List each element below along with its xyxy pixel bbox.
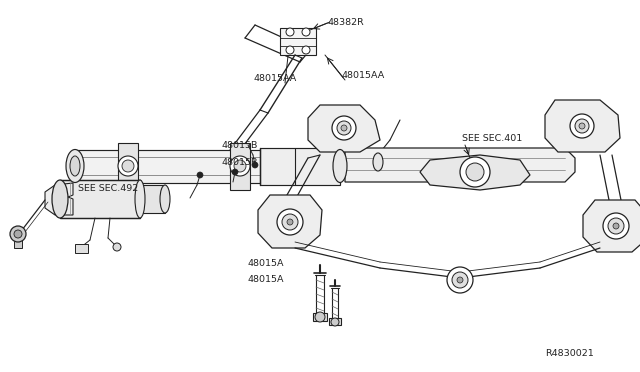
Circle shape xyxy=(331,318,339,326)
Text: 48015A: 48015A xyxy=(248,259,285,267)
Circle shape xyxy=(447,267,473,293)
Circle shape xyxy=(302,28,310,36)
Circle shape xyxy=(286,28,294,36)
Circle shape xyxy=(230,156,250,176)
Polygon shape xyxy=(118,143,138,190)
Polygon shape xyxy=(230,143,250,190)
Polygon shape xyxy=(75,244,88,253)
Circle shape xyxy=(118,156,138,176)
Polygon shape xyxy=(260,148,340,185)
Ellipse shape xyxy=(66,150,84,183)
Circle shape xyxy=(579,123,585,129)
Circle shape xyxy=(286,46,294,54)
Circle shape xyxy=(457,277,463,283)
Ellipse shape xyxy=(160,185,170,213)
Text: 48015AA: 48015AA xyxy=(253,74,296,83)
Polygon shape xyxy=(313,313,327,321)
Ellipse shape xyxy=(52,180,68,218)
Circle shape xyxy=(113,243,121,251)
Circle shape xyxy=(341,125,347,131)
Polygon shape xyxy=(545,100,620,152)
Text: 48015AA: 48015AA xyxy=(342,71,385,80)
Circle shape xyxy=(460,157,490,187)
Polygon shape xyxy=(138,185,165,213)
Circle shape xyxy=(466,163,484,181)
Polygon shape xyxy=(280,28,316,55)
Polygon shape xyxy=(308,105,380,152)
Circle shape xyxy=(282,214,298,230)
Circle shape xyxy=(332,116,356,140)
Circle shape xyxy=(197,172,203,178)
Ellipse shape xyxy=(70,156,80,176)
Ellipse shape xyxy=(373,153,383,171)
Polygon shape xyxy=(345,148,575,182)
Text: 48015A: 48015A xyxy=(248,276,285,285)
Circle shape xyxy=(234,160,246,172)
Circle shape xyxy=(337,121,351,135)
Polygon shape xyxy=(75,150,340,183)
Circle shape xyxy=(452,272,468,288)
Circle shape xyxy=(603,213,629,239)
Text: 48015B: 48015B xyxy=(222,157,259,167)
Polygon shape xyxy=(329,318,341,325)
Polygon shape xyxy=(258,195,322,248)
Circle shape xyxy=(252,162,258,168)
Text: R4830021: R4830021 xyxy=(545,349,594,357)
Circle shape xyxy=(10,226,26,242)
Polygon shape xyxy=(420,155,530,190)
Circle shape xyxy=(122,160,134,172)
Polygon shape xyxy=(583,200,640,252)
Circle shape xyxy=(613,223,619,229)
Ellipse shape xyxy=(333,150,347,183)
Circle shape xyxy=(277,209,303,235)
Circle shape xyxy=(302,46,310,54)
Text: SEE SEC.401: SEE SEC.401 xyxy=(462,134,522,142)
Circle shape xyxy=(287,219,293,225)
Circle shape xyxy=(570,114,594,138)
Circle shape xyxy=(315,312,325,322)
Text: SEE SEC.492: SEE SEC.492 xyxy=(78,183,138,192)
Text: 48015B: 48015B xyxy=(222,141,259,150)
Polygon shape xyxy=(45,183,73,215)
Ellipse shape xyxy=(135,180,145,218)
Circle shape xyxy=(14,230,22,238)
Circle shape xyxy=(575,119,589,133)
Text: 48382R: 48382R xyxy=(328,17,365,26)
Circle shape xyxy=(232,169,238,175)
Polygon shape xyxy=(60,180,140,218)
Polygon shape xyxy=(14,240,22,248)
Circle shape xyxy=(608,218,624,234)
